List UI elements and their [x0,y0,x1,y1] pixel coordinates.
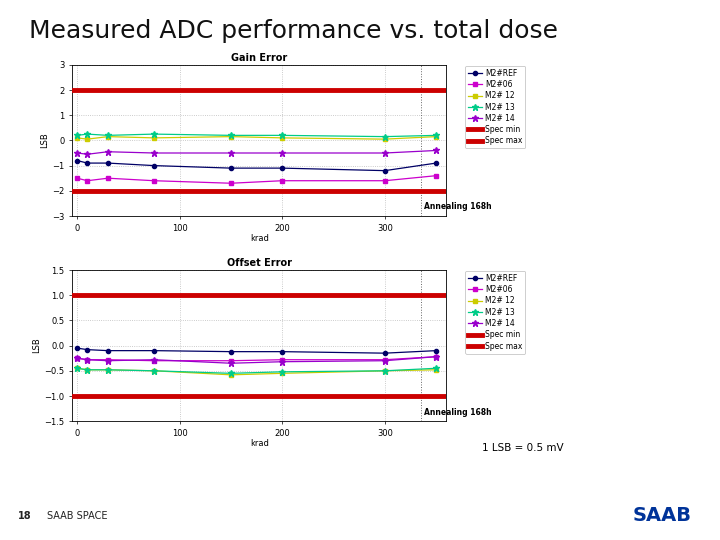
Legend: M2#REF, M2#06, M2# 12, M2# 13, M2# 14, Spec min, Spec max: M2#REF, M2#06, M2# 12, M2# 13, M2# 14, S… [465,65,526,148]
Text: SAAB: SAAB [633,506,692,525]
Text: Annealing 168h: Annealing 168h [424,202,492,212]
Text: Measured ADC performance vs. total dose: Measured ADC performance vs. total dose [29,19,558,43]
Text: 18: 18 [18,511,32,521]
Text: SAAB SPACE: SAAB SPACE [47,511,107,521]
Text: 1 LSB = 0.5 mV: 1 LSB = 0.5 mV [482,443,564,453]
Text: Annealing 168h: Annealing 168h [424,408,492,417]
Title: Gain Error: Gain Error [231,52,287,63]
Y-axis label: LSB: LSB [40,132,49,149]
Y-axis label: LSB: LSB [32,338,42,354]
Legend: M2#REF, M2#06, M2# 12, M2# 13, M2# 14, Spec min, Spec max: M2#REF, M2#06, M2# 12, M2# 13, M2# 14, S… [465,271,526,354]
X-axis label: krad: krad [250,234,269,243]
Title: Offset Error: Offset Error [227,258,292,268]
X-axis label: krad: krad [250,439,269,448]
